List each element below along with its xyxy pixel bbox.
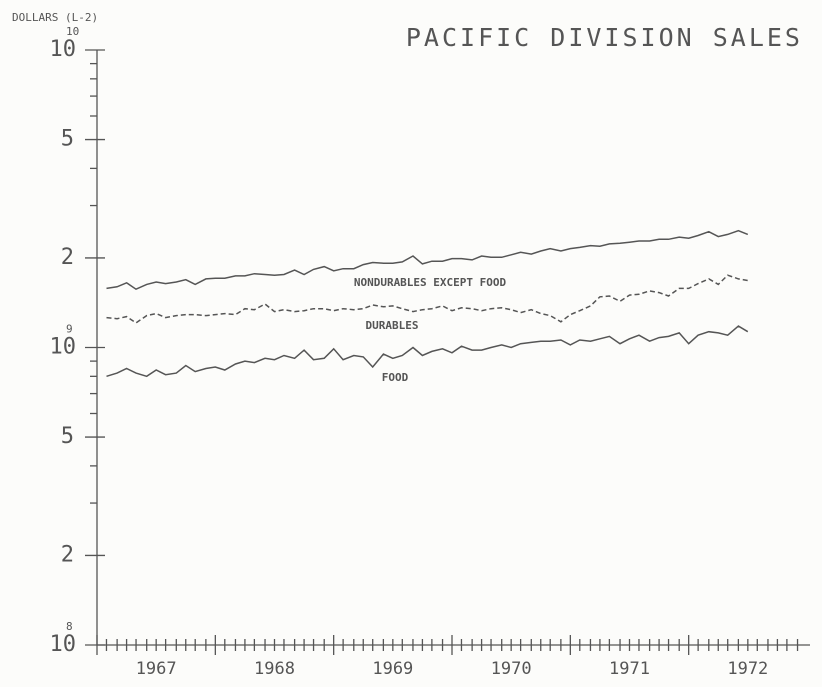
y-tick-label: 5	[61, 127, 74, 152]
series-line	[106, 325, 749, 378]
series-label: FOOD	[382, 371, 409, 384]
x-tick-label: 1967	[136, 659, 177, 679]
y-axis-label: DOLLARS (L-2)	[12, 11, 98, 24]
x-tick-label: 1970	[491, 659, 532, 679]
x-tick-label: 1972	[727, 659, 768, 679]
x-tick-label: 1969	[372, 659, 413, 679]
series-line	[106, 229, 749, 291]
y-tick-label: 2	[61, 245, 74, 270]
y-tick-exponent: 10	[66, 25, 79, 38]
y-tick-exponent: 8	[66, 620, 73, 633]
x-tick-label: 1971	[609, 659, 650, 679]
y-tick-label: 10	[50, 37, 77, 62]
y-tick-exponent: 9	[66, 323, 73, 336]
series-line	[106, 274, 748, 324]
y-tick-label: 10	[50, 335, 77, 360]
series-label: DURABLES	[366, 319, 419, 332]
y-tick-label: 5	[61, 424, 74, 449]
series-label: NONDURABLES EXCEPT FOOD	[354, 276, 507, 289]
chart-title: PACIFIC DIVISION SALES	[406, 23, 803, 52]
y-tick-label: 10	[50, 632, 77, 657]
y-tick-label: 2	[61, 542, 74, 567]
x-tick-label: 1968	[254, 659, 295, 679]
